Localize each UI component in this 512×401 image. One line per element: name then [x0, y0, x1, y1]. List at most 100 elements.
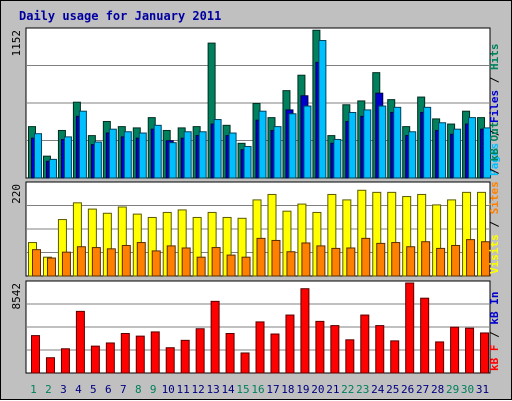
bar-sites-day-17	[271, 239, 281, 277]
bar-sites-day-12	[196, 256, 206, 277]
bar-kb-f-day-3	[60, 348, 70, 374]
bar-pages-day-28	[438, 122, 447, 179]
bar-kb-f-day-17	[270, 333, 280, 374]
bar-sites-day-8	[136, 242, 146, 277]
x-tick-label: 8	[135, 383, 142, 396]
bar-kb-f-day-30	[465, 327, 475, 374]
bar-kb-f-day-15	[240, 352, 250, 374]
bar-sites-day-7	[121, 244, 131, 277]
bar-kb-f-day-10	[165, 347, 175, 374]
bar-kb-f-day-6	[105, 342, 115, 374]
bar-pages-day-8	[138, 132, 147, 179]
bar-sites-day-14	[226, 254, 236, 277]
bar-sites-day-30	[466, 239, 476, 277]
bar-sites-day-10	[166, 245, 176, 277]
x-tick-label: 24	[371, 383, 385, 396]
x-tick-label: 20	[311, 383, 324, 396]
bar-kb-f-day-23	[360, 314, 370, 374]
x-tick-label: 4	[75, 383, 82, 396]
bar-pages-day-21	[333, 138, 342, 179]
x-tick-label: 22	[341, 383, 354, 396]
x-tick-label: 28	[431, 383, 444, 396]
bar-kb-f-day-4	[75, 310, 85, 374]
x-tick-label: 5	[90, 383, 97, 396]
x-tick-label: 1	[30, 383, 37, 396]
x-tick-label: 25	[386, 383, 399, 396]
bar-sites-day-22	[346, 247, 356, 277]
bar-sites-day-9	[151, 250, 161, 277]
legend-visits: Visits	[488, 234, 501, 274]
bar-sites-day-11	[181, 247, 191, 277]
x-tick-label: 3	[60, 383, 67, 396]
bar-sites-day-29	[451, 244, 461, 277]
bar-sites-day-24	[376, 242, 386, 277]
bar-sites-day-5	[91, 247, 101, 277]
x-tick-label: 30	[461, 383, 474, 396]
x-tick-label: 16	[251, 383, 264, 396]
bar-pages-day-30	[468, 117, 477, 179]
bar-pages-day-13	[213, 119, 222, 179]
bar-sites-day-15	[241, 256, 251, 277]
right-axis-legend: Pages / Files / Hits	[488, 44, 501, 177]
bar-pages-day-24	[378, 105, 387, 179]
right-axis-legend: Visits / Sites / kB Out	[488, 122, 501, 274]
chart-title: Daily usage for January 2011	[19, 9, 221, 23]
x-tick-label: 10	[162, 383, 175, 396]
bar-kb-f-day-14	[225, 332, 235, 374]
bar-pages-day-12	[198, 131, 207, 179]
bar-pages-day-7	[123, 131, 132, 179]
legend-sites: Sites	[488, 181, 501, 214]
bar-pages-day-11	[183, 131, 192, 179]
x-tick-label: 6	[105, 383, 112, 396]
x-tick-label: 26	[401, 383, 414, 396]
bar-kb-f-day-28	[435, 341, 445, 374]
bar-kb-f-day-2	[45, 357, 55, 374]
bar-pages-day-1	[34, 133, 42, 179]
chart-panel-3: 8542 kB F / kB In	[10, 280, 501, 374]
bar-kb-f-day-25	[390, 340, 400, 374]
bar-kb-f-day-13	[210, 300, 220, 374]
bar-pages-day-5	[93, 141, 102, 179]
bar-sites-day-31	[481, 241, 491, 277]
bar-pages-day-18	[288, 113, 297, 179]
bar-pages-day-15	[243, 146, 252, 179]
chart-panels: 1152 Pages / Files / Hits 220 Visits / Site…	[10, 27, 501, 374]
bar-kb-f-day-7	[120, 332, 130, 374]
x-tick-label: 9	[150, 383, 157, 396]
bar-pages-day-26	[408, 131, 417, 179]
legend-hits: Hits	[488, 44, 501, 71]
bar-pages-day-29	[453, 128, 462, 179]
x-tick-label: 15	[236, 383, 249, 396]
x-tick-label: 13	[206, 383, 219, 396]
bar-kb-f-day-26	[405, 282, 415, 374]
bar-sites-day-28	[436, 247, 446, 277]
bar-kb-f-day-31	[480, 332, 490, 374]
bar-kb-f-day-12	[195, 328, 205, 374]
bar-sites-day-19	[301, 242, 311, 277]
bar-pages-day-14	[228, 132, 237, 179]
x-tick-label: 27	[416, 383, 429, 396]
y-max-label: 1152	[10, 30, 23, 57]
bar-pages-day-22	[348, 111, 357, 179]
right-axis-legend: kB F / kB In	[488, 292, 501, 372]
bar-kb-f-day-21	[330, 325, 340, 374]
bar-pages-day-4	[78, 110, 87, 179]
bar-pages-day-23	[363, 109, 372, 179]
bar-kb-f-day-19	[300, 288, 310, 374]
bar-kb-f-day-11	[180, 339, 190, 374]
bar-sites-day-21	[331, 247, 341, 277]
x-tick-label: 21	[326, 383, 339, 396]
x-tick-label: 11	[177, 383, 190, 396]
bar-sites-day-3	[61, 251, 71, 277]
bar-pages-day-31	[483, 127, 492, 179]
x-tick-label: 2	[45, 383, 52, 396]
y-max-label: 220	[10, 184, 23, 204]
bar-kb-f-day-22	[345, 339, 355, 374]
legend-kb-out: kB Out	[488, 122, 501, 162]
bar-sites-day-18	[286, 251, 296, 277]
chart-panel-2: 220 Visits / Sites / kB Out	[10, 122, 501, 277]
bar-sites-day-26	[406, 246, 416, 277]
bar-kb-f-day-5	[90, 345, 100, 374]
